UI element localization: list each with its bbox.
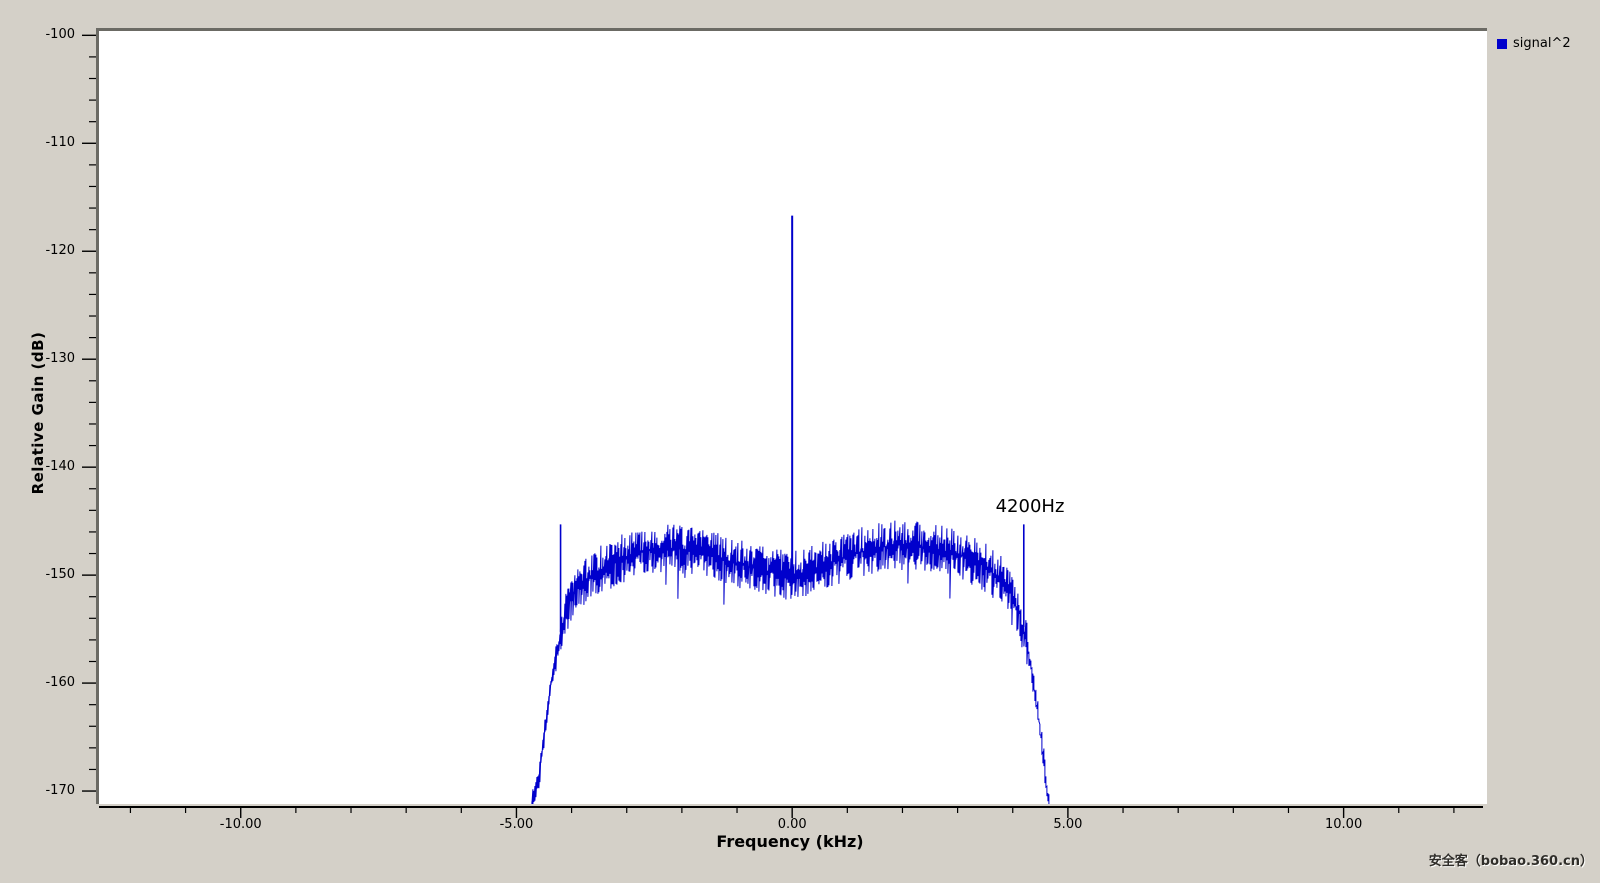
y-tick-label: -150 <box>45 567 75 583</box>
y-tick-label: -140 <box>45 459 75 475</box>
x-tick-label: 5.00 <box>1053 817 1083 832</box>
y-tick-label: -160 <box>45 675 75 691</box>
y-tick-label: -170 <box>45 783 75 799</box>
x-tick-label: -5.00 <box>499 817 534 832</box>
y-tick-label: -120 <box>45 243 75 259</box>
signal-trace <box>531 520 1050 804</box>
signal-trace-group <box>531 215 1050 804</box>
y-tick-label: -110 <box>45 135 75 151</box>
x-tick-label: 0.00 <box>777 817 807 832</box>
y-tick-label: -130 <box>45 351 75 367</box>
legend-swatch-icon <box>1497 38 1507 49</box>
watermark: 安全客（bobao.360.cn） <box>1428 854 1593 869</box>
legend-label: signal^2 <box>1513 36 1571 51</box>
y-tick-label: -100 <box>45 27 75 43</box>
peak-annotation: 4200Hz <box>995 496 1065 517</box>
x-axis-title: Frequency (kHz) <box>716 832 864 851</box>
legend: signal^2 <box>1497 36 1571 51</box>
x-tick-label: 10.00 <box>1325 817 1363 832</box>
x-tick-label: -10.00 <box>219 817 262 832</box>
